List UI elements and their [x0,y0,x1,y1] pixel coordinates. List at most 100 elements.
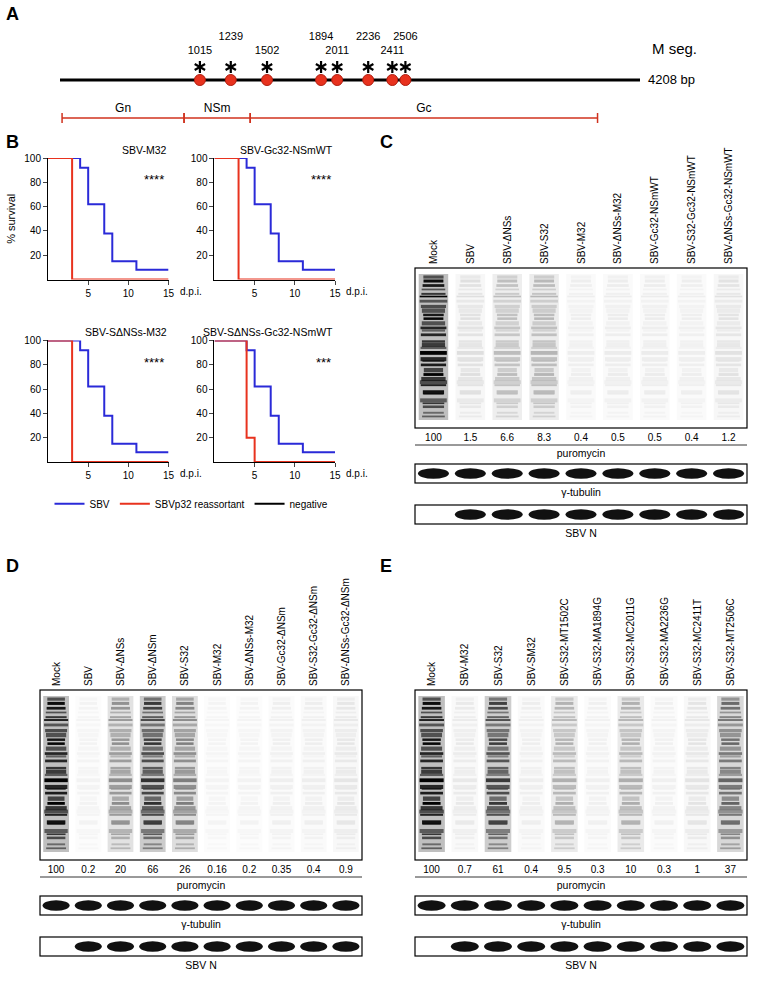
svg-text:% survival: % survival [5,194,17,244]
svg-text:****: **** [311,172,331,187]
svg-text:10: 10 [123,288,135,299]
svg-text:B: B [6,132,19,152]
svg-text:100: 100 [48,864,65,875]
svg-text:SBV-M32: SBV-M32 [576,221,587,264]
svg-text:40: 40 [196,408,208,419]
svg-text:SBV N: SBV N [185,959,217,971]
svg-text:SBV-M32: SBV-M32 [122,144,167,156]
svg-text:SBV N: SBV N [565,959,597,971]
svg-text:1015: 1015 [188,44,212,56]
svg-text:***: *** [316,355,331,370]
svg-text:SBV-SΔNSs-M32: SBV-SΔNSs-M32 [85,326,167,338]
svg-text:SBV-M32: SBV-M32 [212,643,223,686]
svg-text:SBV-ΔNSs-Gc32-ΔNSm: SBV-ΔNSs-Gc32-ΔNSm [340,578,351,686]
svg-text:SBV-M32: SBV-M32 [459,643,470,686]
svg-text:SBV-S32: SBV-S32 [493,645,504,686]
svg-text:SBV-Gc32-NSmWT: SBV-Gc32-NSmWT [649,176,660,264]
svg-text:SBV: SBV [83,666,94,686]
svg-text:20: 20 [30,250,42,261]
svg-text:Gc: Gc [416,101,431,115]
svg-text:E: E [380,556,392,576]
svg-text:0.9: 0.9 [339,864,353,875]
svg-text:SBV-SM32: SBV-SM32 [526,637,537,686]
svg-text:10: 10 [289,288,301,299]
svg-text:SBV: SBV [90,499,110,510]
svg-text:0.4: 0.4 [685,432,699,443]
svg-text:γ-tubulin: γ-tubulin [561,486,601,498]
svg-text:9.5: 9.5 [557,864,571,875]
svg-text:4208 bp: 4208 bp [648,72,695,87]
svg-text:26: 26 [179,864,191,875]
svg-text:SBV-ΔNSs-Gc32-NSmWT: SBV-ΔNSs-Gc32-NSmWT [723,147,734,264]
svg-text:40: 40 [30,408,42,419]
svg-text:SBV: SBV [465,244,476,264]
svg-text:0.7: 0.7 [458,864,472,875]
svg-text:Mock: Mock [426,661,437,686]
svg-text:1.5: 1.5 [463,432,477,443]
svg-text:SBV-ΔNSm: SBV-ΔNSm [147,634,158,686]
svg-text:SBV-S32-MT2506C: SBV-S32-MT2506C [725,598,736,686]
svg-text:20: 20 [115,864,127,875]
svg-text:SBV-ΔNSs: SBV-ΔNSs [502,216,513,264]
svg-text:0.35: 0.35 [272,864,292,875]
svg-text:1894: 1894 [309,30,333,42]
svg-text:SBV-ΔNSs: SBV-ΔNSs [115,638,126,686]
svg-text:60: 60 [30,384,42,395]
svg-text:100: 100 [423,864,440,875]
svg-text:2011: 2011 [325,44,349,56]
svg-text:1.2: 1.2 [722,432,736,443]
svg-text:SBV-S32: SBV-S32 [179,645,190,686]
svg-text:0.5: 0.5 [611,432,625,443]
svg-text:0.5: 0.5 [648,432,662,443]
svg-text:γ-tubulin: γ-tubulin [561,918,601,930]
svg-text:60: 60 [30,201,42,212]
svg-text:Gn: Gn [115,101,131,115]
svg-text:40: 40 [30,225,42,236]
svg-text:d.p.i.: d.p.i. [180,286,202,297]
svg-text:60: 60 [196,384,208,395]
svg-text:20: 20 [196,432,208,443]
svg-text:20: 20 [30,432,42,443]
svg-text:80: 80 [196,359,208,370]
svg-text:20: 20 [196,250,208,261]
svg-text:SBV-S32-MC2011G: SBV-S32-MC2011G [625,597,636,686]
svg-text:Mock: Mock [51,661,62,686]
svg-text:SBV-Gc32-NSmWT: SBV-Gc32-NSmWT [240,144,333,156]
svg-text:8.3: 8.3 [537,432,551,443]
svg-text:0.3: 0.3 [657,864,671,875]
svg-text:0.2: 0.2 [81,864,95,875]
svg-text:15: 15 [329,288,341,299]
svg-text:Mock: Mock [428,239,439,264]
svg-text:0.16: 0.16 [207,864,227,875]
svg-text:negative: negative [290,499,328,510]
svg-text:2411: 2411 [380,44,404,56]
svg-text:100: 100 [24,335,41,346]
svg-text:6.6: 6.6 [500,432,514,443]
svg-text:puromycin: puromycin [557,447,606,459]
svg-text:1: 1 [694,864,700,875]
svg-text:10: 10 [123,470,135,481]
svg-text:SBV N: SBV N [565,527,597,539]
svg-text:SBV-ΔNSs-M32: SBV-ΔNSs-M32 [612,192,623,264]
svg-text:66: 66 [147,864,159,875]
svg-text:SBV-S32-MT1502C: SBV-S32-MT1502C [559,598,570,686]
svg-text:γ-tubulin: γ-tubulin [181,918,221,930]
svg-text:5: 5 [252,288,258,299]
svg-text:10: 10 [289,470,301,481]
svg-text:2506: 2506 [393,30,417,42]
svg-text:0.4: 0.4 [574,432,588,443]
svg-text:SBV-S32-Gc32-ΔNSm: SBV-S32-Gc32-ΔNSm [308,586,319,686]
svg-text:100: 100 [191,153,208,164]
svg-text:SBV-ΔNSs-M32: SBV-ΔNSs-M32 [244,614,255,686]
svg-text:SBV-Gc32-ΔNSm: SBV-Gc32-ΔNSm [276,607,287,686]
svg-text:****: **** [144,172,164,187]
svg-text:C: C [380,132,393,152]
svg-text:SBV-S32: SBV-S32 [539,223,550,264]
svg-text:100: 100 [425,432,442,443]
svg-text:SBV-SΔNSs-Gc32-NSmWT: SBV-SΔNSs-Gc32-NSmWT [203,326,333,338]
svg-text:****: **** [144,355,164,370]
svg-text:10: 10 [625,864,637,875]
svg-text:61: 61 [492,864,504,875]
svg-text:100: 100 [191,335,208,346]
svg-text:SBV-S32-MC2411T: SBV-S32-MC2411T [692,599,703,686]
